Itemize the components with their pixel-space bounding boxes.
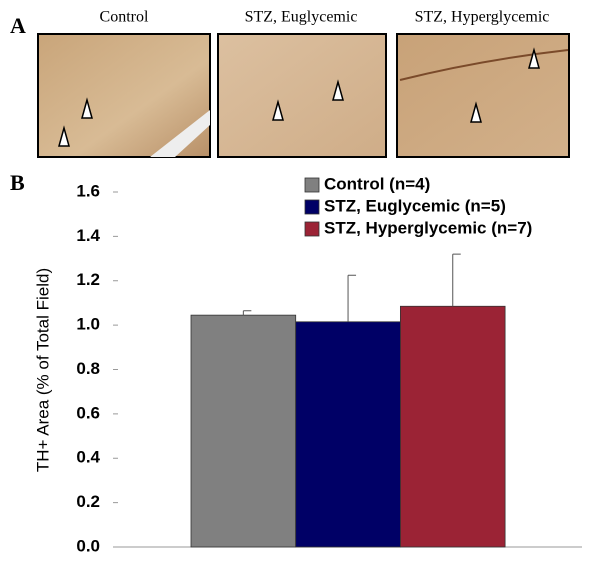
image-title: STZ, Euglycemic [245,9,358,26]
y-tick-label: 1.4 [76,226,100,245]
fiber [399,49,569,81]
image-title: Control [100,9,149,26]
y-tick-label: 0.4 [76,448,100,467]
y-tick-label: 0.0 [76,536,100,555]
legend-swatch [304,177,320,193]
panel-label: B [10,170,25,195]
legend-label: Control (n=4) [324,174,430,193]
image-title: STZ, Hyperglycemic [415,9,550,26]
y-tick-label: 1.2 [76,270,100,289]
y-tick-label: 0.2 [76,492,100,511]
arrowheads [58,47,540,147]
error-bar [242,310,252,316]
legend-label: STZ, Euglycemic (n=5) [324,196,506,215]
panel-label: A [10,13,26,38]
y-tick-label: 1.0 [76,315,100,334]
micrograph [217,33,387,158]
bar [190,314,297,548]
legend-swatch [304,199,320,215]
y-tick-label: 1.6 [76,181,100,200]
y-tick-label: 0.8 [76,359,100,378]
micrograph [396,33,570,158]
bar [295,321,401,548]
error-bar [347,274,357,322]
bar [399,305,506,548]
y-tick-label: 0.6 [76,403,100,422]
legend-label: STZ, Hyperglycemic (n=7) [324,218,532,237]
y-axis-title: TH+ Area (% of Total Field) [33,268,52,472]
tissue-gap [150,110,210,157]
error-bar [452,253,461,307]
legend-swatch [304,221,320,237]
